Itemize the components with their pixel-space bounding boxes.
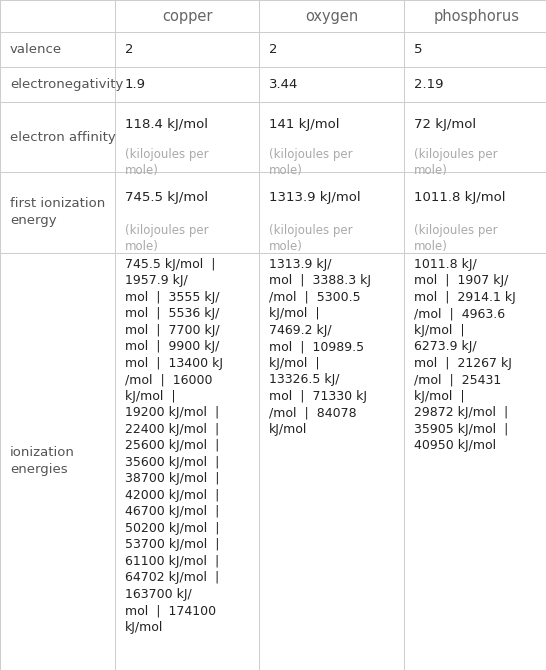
Text: valence: valence [10,43,62,56]
Text: phosphorus: phosphorus [434,9,519,23]
Text: 2.19: 2.19 [414,78,443,91]
Text: (kilojoules per
mole): (kilojoules per mole) [414,224,497,253]
Text: 1.9: 1.9 [124,78,146,91]
Text: electron affinity: electron affinity [10,131,116,143]
Text: 1011.8 kJ/
mol  |  1907 kJ/
mol  |  2914.1 kJ
/mol  |  4963.6
kJ/mol  |
6273.9 k: 1011.8 kJ/ mol | 1907 kJ/ mol | 2914.1 k… [414,257,516,452]
Text: electronegativity: electronegativity [10,78,123,91]
Text: 1313.9 kJ/mol: 1313.9 kJ/mol [269,192,361,204]
Text: 5: 5 [414,43,423,56]
Text: 1313.9 kJ/
mol  |  3388.3 kJ
/mol  |  5300.5
kJ/mol  |
7469.2 kJ/
mol  |  10989.: 1313.9 kJ/ mol | 3388.3 kJ /mol | 5300.5… [269,257,371,436]
Text: (kilojoules per
mole): (kilojoules per mole) [124,224,208,253]
Text: ionization
energies: ionization energies [10,446,75,476]
Text: (kilojoules per
mole): (kilojoules per mole) [269,224,353,253]
Text: (kilojoules per
mole): (kilojoules per mole) [124,147,208,177]
Text: 1011.8 kJ/mol: 1011.8 kJ/mol [414,192,506,204]
Text: (kilojoules per
mole): (kilojoules per mole) [269,147,353,177]
Text: (kilojoules per
mole): (kilojoules per mole) [414,147,497,177]
Text: 745.5 kJ/mol: 745.5 kJ/mol [124,192,208,204]
Text: 745.5 kJ/mol  |
1957.9 kJ/
mol  |  3555 kJ/
mol  |  5536 kJ/
mol  |  7700 kJ/
mo: 745.5 kJ/mol | 1957.9 kJ/ mol | 3555 kJ/… [124,257,223,634]
Text: 72 kJ/mol: 72 kJ/mol [414,118,476,131]
Text: 118.4 kJ/mol: 118.4 kJ/mol [124,118,207,131]
Text: first ionization
energy: first ionization energy [10,198,105,227]
Text: copper: copper [162,9,212,23]
Text: 141 kJ/mol: 141 kJ/mol [269,118,340,131]
Text: oxygen: oxygen [305,9,358,23]
Text: 2: 2 [124,43,133,56]
Text: 2: 2 [269,43,278,56]
Text: 3.44: 3.44 [269,78,299,91]
